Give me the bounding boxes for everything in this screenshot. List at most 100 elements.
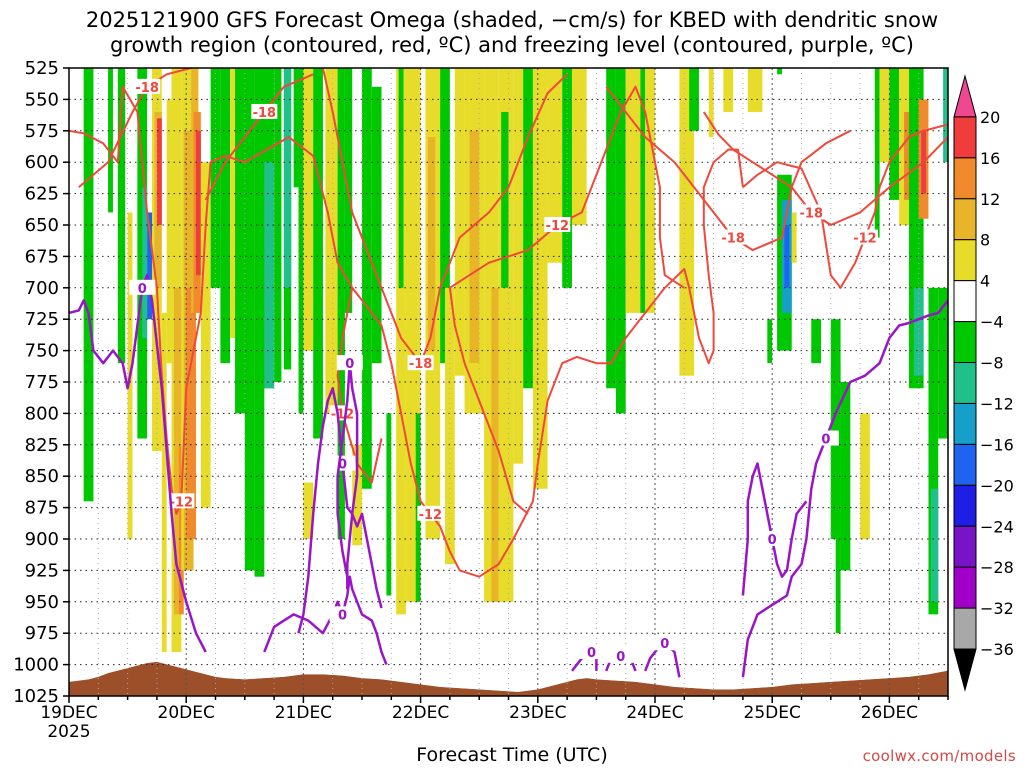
omega-cell (889, 68, 900, 200)
omega-cell (791, 212, 797, 263)
colorbar-label: −28 (980, 558, 1014, 577)
y-tick-label: 850 (25, 466, 59, 487)
contour-line (297, 387, 383, 634)
colorbar-label: −8 (980, 354, 1004, 373)
omega-cell (874, 68, 880, 238)
y-tick-label: 550 (25, 89, 59, 110)
contour-label: 0 (660, 637, 669, 652)
terrain-fill (69, 661, 948, 696)
x-tick-label: 23DEC (509, 703, 566, 723)
omega-cell (313, 68, 323, 439)
x-tick-label: 25DEC (744, 703, 801, 723)
omega-cell (337, 68, 345, 539)
omega-cell (513, 68, 524, 464)
contour-line (78, 68, 192, 189)
omega-cell (303, 482, 314, 539)
omega-cell (640, 68, 646, 313)
omega-cell (230, 68, 236, 339)
colorbar-label: 4 (980, 272, 990, 291)
omega-cell (943, 68, 948, 163)
contour-label: -12 (331, 407, 355, 422)
omega-cell (571, 68, 587, 225)
colorbar-label: 8 (980, 231, 990, 250)
colorbar-label: −36 (980, 640, 1014, 659)
colorbar-label: −32 (980, 599, 1014, 618)
omega-cell (173, 287, 182, 615)
colorbar-swatch (953, 239, 977, 282)
colorbar-label: 16 (980, 149, 1000, 168)
omega-cell (293, 68, 299, 188)
x-tick-label: 22DEC (392, 703, 449, 723)
colorbar-swatch (953, 443, 977, 486)
y-tick-label: 1000 (13, 655, 59, 676)
colorbar-swatch (953, 157, 977, 200)
y-tick-label: 900 (25, 529, 59, 550)
omega-cell (606, 68, 616, 389)
omega-cell (83, 68, 94, 502)
colorbar-label: 20 (980, 108, 1000, 127)
contour-label-bg (168, 493, 195, 509)
colorbar-swatch (953, 566, 977, 609)
omega-cell (523, 68, 533, 389)
omega-cell (913, 287, 924, 376)
colorbar-swatch (953, 484, 977, 527)
omega-cell (161, 312, 167, 653)
y-tick-label: 750 (25, 341, 59, 362)
colorbar: 20 16 12 8 4 −4 −8 −12 −16 −20 −24 −28 −32 −36 (953, 74, 1014, 692)
y-tick-label: 725 (25, 309, 59, 330)
terrain-area (69, 661, 948, 696)
omega-cell (440, 68, 450, 364)
omega-cell (398, 68, 404, 288)
omega-cell (195, 130, 201, 276)
omega-cell (928, 287, 939, 615)
contour-label: 0 (821, 433, 830, 448)
colorbar-label: −20 (980, 476, 1014, 495)
x-axis: 19DEC 20DEC 21DEC 22DEC 23DEC 24DEC 25DEC 26DEC… (40, 696, 949, 742)
y-tick-label: 925 (25, 560, 59, 581)
omega-cell (835, 476, 841, 634)
omega-cell (371, 86, 382, 364)
colorbar-swatch (953, 362, 977, 404)
contour-label-bg (417, 505, 444, 521)
omega-cell (244, 68, 255, 571)
y-tick-label: 625 (25, 184, 59, 205)
y-tick-label: 825 (25, 435, 59, 456)
contour-line (204, 73, 314, 201)
omega-cell (325, 68, 338, 414)
contour-line (69, 273, 207, 653)
contour-label: -12 (853, 232, 877, 247)
omega-cell (352, 444, 362, 546)
contour-line (448, 85, 685, 515)
x-axis-label: Forecast Time (UTC) (416, 744, 608, 766)
colorbar-swatch (953, 280, 977, 323)
omega-cell (386, 413, 392, 596)
contour-label-bg (329, 455, 356, 471)
omega-cell (833, 363, 841, 477)
colorbar-swatch (953, 74, 977, 118)
colorbar-swatch (953, 198, 977, 241)
y-tick-label: 600 (25, 152, 59, 173)
omega-cell (491, 287, 499, 602)
contour-line (263, 575, 388, 666)
contour-label-bg (578, 644, 605, 660)
omega-cell (147, 212, 155, 320)
y-tick-label: 675 (25, 246, 59, 267)
omega-cell (362, 68, 372, 489)
colorbar-swatch (953, 607, 977, 650)
contour-label: -18 (253, 106, 277, 121)
contour-label: -18 (800, 206, 824, 221)
omega-cell (396, 68, 406, 615)
omega-cell (445, 287, 455, 565)
dendritic-growth-contours: -12 -12 -12 -12 -12 -18 -18 -18 -18 -18 (69, 68, 948, 578)
colorbar-swatch (953, 648, 977, 692)
omega-cell (200, 162, 211, 508)
contour-label-bg (329, 606, 356, 622)
y-tick-label: 875 (25, 498, 59, 519)
credit-text: coolwx.com/models (862, 747, 1016, 765)
omega-cell (562, 68, 572, 288)
contour-label-bg (812, 430, 839, 446)
y-axis: 525 550 575 600 625 650 675 700 725 750 775 800 825 8… (13, 58, 69, 707)
omega-cell (220, 68, 231, 364)
colorbar-label: −24 (980, 517, 1014, 536)
x-tick-label: 19DEC (40, 703, 97, 723)
